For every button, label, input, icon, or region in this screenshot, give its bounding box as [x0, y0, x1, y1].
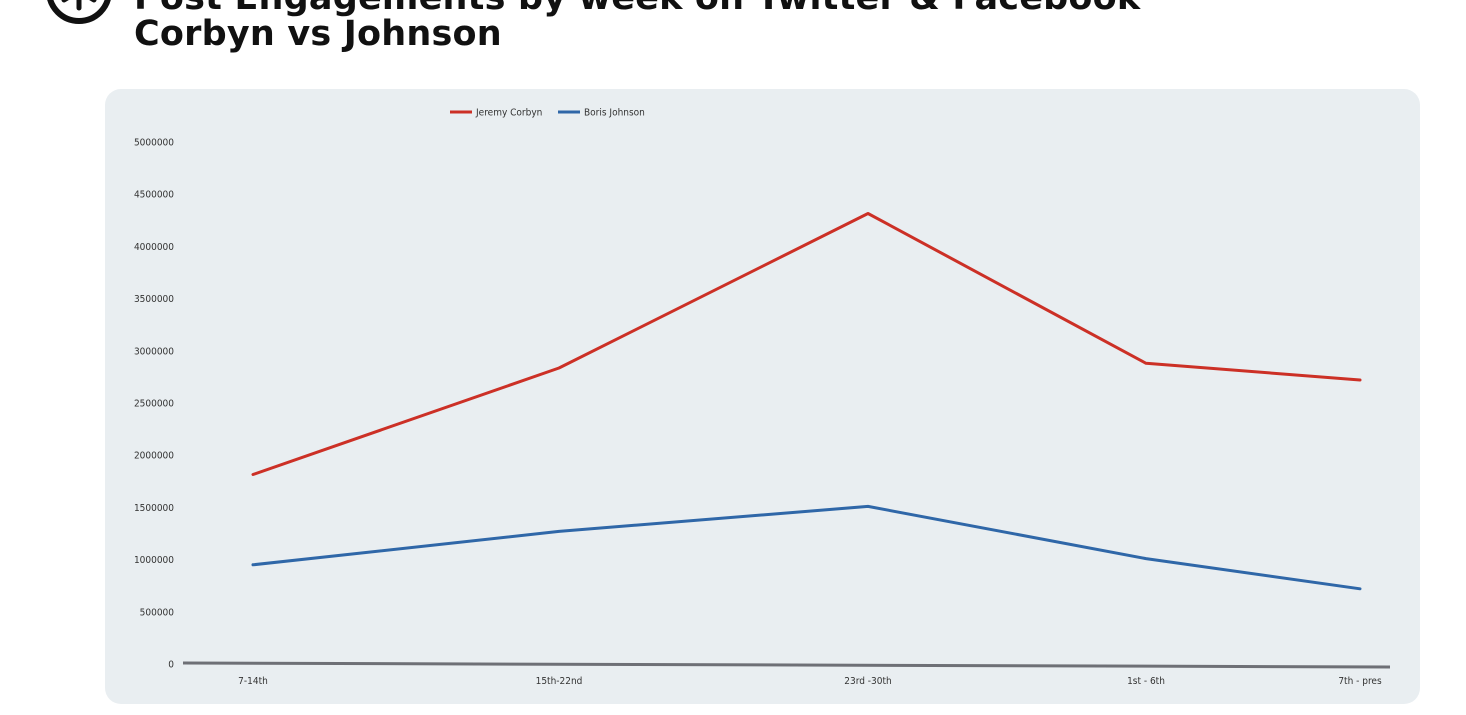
- y-tick-label: 5000000: [134, 138, 174, 149]
- y-tick-label: 0: [168, 660, 174, 671]
- series-line-corbyn: [251, 212, 1362, 476]
- page-subtitle: Corbyn vs Johnson: [134, 14, 502, 54]
- y-tick-label: 4000000: [134, 242, 174, 253]
- series-line-johnson: [251, 504, 1362, 591]
- x-axis-baseline: [182, 661, 1391, 669]
- legend-label-johnson: Boris Johnson: [584, 108, 645, 119]
- y-tick-label: 1500000: [134, 503, 174, 514]
- x-tick-label: 7th - pres: [1338, 676, 1382, 687]
- x-tick-label: 23rd -30th: [844, 676, 891, 687]
- y-tick-label: 2500000: [134, 399, 174, 410]
- legend-label-corbyn: Jeremy Corbyn: [475, 108, 542, 119]
- y-tick-label: 3500000: [134, 294, 174, 305]
- x-tick-label: 7-14th: [238, 676, 268, 687]
- page-title: Post Engagements by week on Twitter & Fa…: [134, 0, 1140, 18]
- line-chart: 5000000450000040000003500000300000025000…: [134, 108, 1391, 687]
- asterisk-logo-icon: [47, 0, 111, 24]
- y-tick-label: 3000000: [134, 346, 174, 357]
- x-tick-label: 15th-22nd: [536, 676, 583, 687]
- y-tick-label: 1000000: [134, 555, 174, 566]
- y-tick-label: 4500000: [134, 190, 174, 201]
- y-tick-label: 500000: [140, 607, 175, 618]
- chart-panel: 5000000 4500000 4000000 3500000 3000000 25000…: [105, 89, 1420, 704]
- x-tick-label: 1st - 6th: [1127, 676, 1165, 687]
- y-tick-label: 2000000: [134, 451, 174, 462]
